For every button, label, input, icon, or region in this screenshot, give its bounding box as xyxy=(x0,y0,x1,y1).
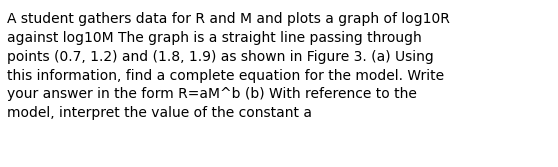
Text: A student gathers data for R and M and plots a graph of log10R
against log10M Th: A student gathers data for R and M and p… xyxy=(7,12,450,120)
